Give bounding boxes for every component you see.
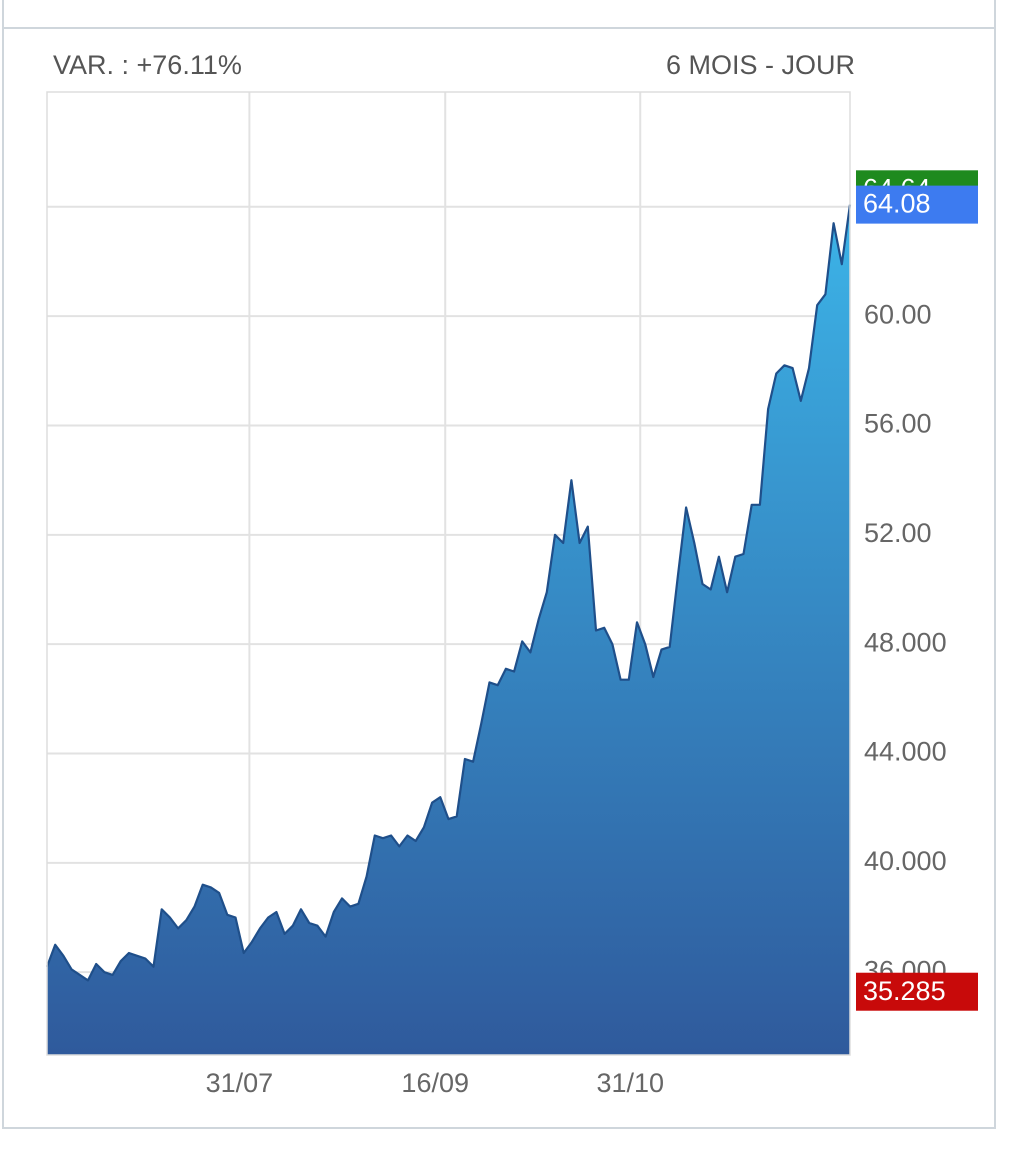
x-tick-label: 31/07 bbox=[206, 1068, 274, 1098]
x-tick-label: 16/09 bbox=[401, 1068, 469, 1098]
y-tick-label: 48.000 bbox=[864, 627, 947, 657]
area-fill bbox=[47, 204, 850, 1056]
plot bbox=[45, 204, 852, 1056]
price-badge-label: 64.08 bbox=[863, 189, 931, 219]
price-badge bbox=[856, 185, 978, 224]
y-tick-label: 60.00 bbox=[864, 299, 932, 329]
price-badge bbox=[856, 972, 978, 1011]
price-line bbox=[45, 204, 852, 982]
variation-label: VAR. : +76.11% bbox=[53, 50, 242, 80]
y-tick-label: 44.000 bbox=[864, 737, 947, 767]
y-tick-label: 40.000 bbox=[864, 846, 947, 876]
x-tick-label: 31/10 bbox=[596, 1068, 664, 1098]
axes: 36.00040.00044.00048.00052.0056.0060.006… bbox=[206, 170, 978, 1098]
y-tick-label: 52.00 bbox=[864, 518, 932, 548]
y-tick-label: 56.00 bbox=[864, 409, 932, 439]
period-label: 6 MOIS - JOUR bbox=[666, 50, 855, 80]
price-badge-label: 35.285 bbox=[863, 976, 946, 1006]
plot-border bbox=[46, 91, 851, 1056]
